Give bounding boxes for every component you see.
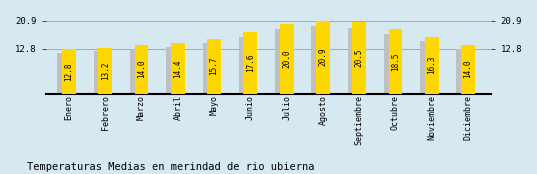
Bar: [347, 28, 361, 94]
Text: 20.5: 20.5: [354, 49, 364, 67]
Bar: [275, 29, 289, 94]
Bar: [94, 51, 107, 94]
Text: Temperaturas Medias en merindad de rio ubierna: Temperaturas Medias en merindad de rio u…: [27, 162, 314, 172]
Text: 18.5: 18.5: [391, 52, 400, 71]
Text: 14.4: 14.4: [173, 59, 183, 78]
Bar: [98, 48, 112, 94]
Text: 17.6: 17.6: [246, 54, 255, 72]
Text: 20.0: 20.0: [282, 49, 291, 68]
Text: 13.2: 13.2: [101, 61, 110, 80]
Text: 14.0: 14.0: [463, 60, 473, 78]
Bar: [62, 49, 76, 94]
Bar: [202, 43, 216, 94]
Bar: [239, 37, 252, 94]
Bar: [243, 32, 257, 94]
Text: 12.8: 12.8: [64, 62, 74, 81]
Bar: [311, 26, 325, 94]
Bar: [57, 53, 71, 94]
Bar: [280, 24, 294, 94]
Bar: [352, 22, 366, 94]
Bar: [130, 49, 144, 94]
Bar: [425, 37, 439, 94]
Bar: [461, 45, 475, 94]
Bar: [456, 49, 470, 94]
Bar: [207, 39, 221, 94]
Bar: [171, 43, 185, 94]
Text: 15.7: 15.7: [209, 57, 219, 76]
Bar: [420, 41, 434, 94]
Text: 16.3: 16.3: [427, 56, 436, 74]
Bar: [166, 47, 180, 94]
Bar: [384, 34, 397, 94]
Bar: [388, 29, 402, 94]
Bar: [316, 21, 330, 94]
Text: 14.0: 14.0: [137, 60, 146, 78]
Text: 20.9: 20.9: [318, 48, 328, 66]
Bar: [135, 45, 149, 94]
